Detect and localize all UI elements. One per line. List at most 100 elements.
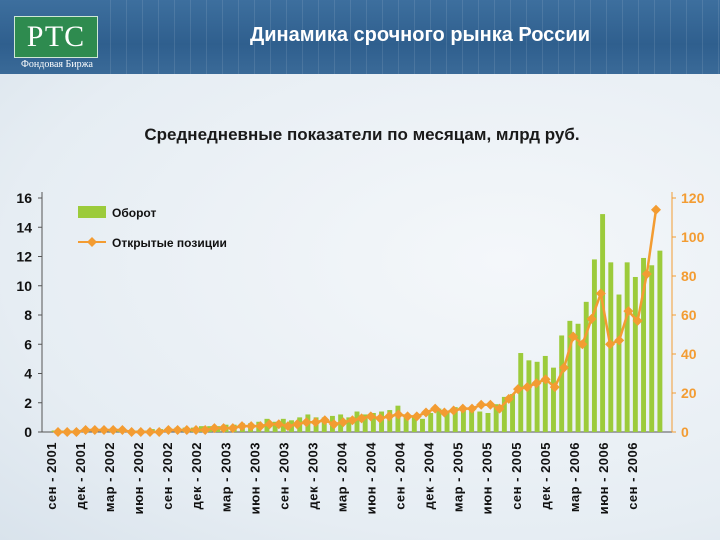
x-tick-label: дек - 2004 (422, 442, 437, 510)
header-decoration-stripe (702, 0, 703, 74)
point-open-positions (227, 423, 238, 434)
y-left-tick-label: 6 (24, 336, 32, 352)
bar-turnover (362, 414, 368, 432)
x-tick-label: сен - 2004 (393, 442, 408, 510)
header-decoration-stripe (686, 0, 687, 74)
point-open-positions (89, 425, 100, 436)
point-open-positions (577, 339, 588, 350)
point-open-positions (513, 384, 523, 395)
point-open-positions (457, 403, 468, 414)
y-left-tick-label: 4 (24, 366, 32, 382)
header-decoration-stripe (494, 0, 495, 74)
point-open-positions (467, 403, 477, 414)
x-tick-label: сен - 2003 (276, 442, 291, 510)
header-decoration-stripe (510, 0, 511, 74)
x-tick-label: июн - 2004 (364, 442, 379, 515)
header-decoration-stripe (334, 0, 335, 74)
header-decoration-stripe (462, 0, 463, 74)
header-decoration-stripe (398, 0, 399, 74)
y-left-tick-label: 2 (24, 395, 32, 411)
x-tick-label: июн - 2002 (131, 442, 146, 514)
y-left-tick-label: 16 (16, 190, 32, 206)
point-open-positions (402, 411, 413, 422)
chart: Среднедневные показатели по месяцам, млр… (16, 125, 704, 514)
line-layer (53, 204, 661, 437)
bar-turnover (551, 367, 556, 432)
chart-panel: Среднедневные показатели по месяцам, млр… (0, 74, 720, 540)
header-decoration-stripe (126, 0, 127, 74)
header-decoration-stripe (286, 0, 287, 74)
header-decoration-stripe (382, 0, 383, 74)
y-right-tick-label: 0 (681, 424, 689, 440)
bar-turnover (420, 418, 425, 432)
x-tick-label: мар - 2004 (334, 442, 349, 512)
bar-turnover (559, 335, 565, 432)
point-open-positions (310, 417, 321, 428)
bar-turnover (460, 408, 466, 432)
header-decoration-stripe (254, 0, 255, 74)
bar-turnover (411, 417, 417, 432)
header-decoration-stripe (142, 0, 143, 74)
point-open-positions (347, 415, 358, 426)
x-tick-label: сен - 2005 (509, 442, 524, 510)
x-tick-label: июн - 2006 (596, 442, 611, 514)
x-tick-label: сен - 2001 (44, 442, 59, 510)
point-open-positions (632, 315, 643, 326)
point-open-positions (145, 427, 155, 437)
point-open-positions (503, 393, 514, 404)
y-right-tick-label: 20 (681, 385, 697, 401)
bar-turnover (591, 259, 597, 432)
point-open-positions (641, 269, 652, 280)
point-open-positions (218, 423, 229, 434)
header-decoration-stripe (158, 0, 159, 74)
bar-turnover (600, 214, 606, 432)
point-open-positions (375, 413, 385, 424)
point-open-positions (292, 419, 303, 430)
header-decoration-stripe (654, 0, 655, 74)
bar-turnover (403, 414, 409, 432)
bar-turnover (649, 265, 655, 432)
point-open-positions (651, 204, 661, 215)
bar-turnover (444, 411, 450, 432)
x-tick-label: дек - 2005 (538, 442, 553, 509)
bar-turnover (346, 417, 352, 432)
point-open-positions (421, 407, 431, 418)
point-open-positions (172, 425, 183, 436)
header-decoration-stripe (270, 0, 271, 74)
x-tick-label: сен - 2002 (160, 442, 175, 510)
point-open-positions (191, 425, 201, 436)
header-decoration-stripe (606, 0, 607, 74)
bar-turnover (428, 412, 434, 432)
tick-labels-layer: 0 2 4 6 8 10 12 14 16 0 20 40 60 80 100 120 сен - 2001 де… (16, 190, 704, 514)
point-open-positions (595, 288, 606, 299)
header-decoration-stripe (206, 0, 207, 74)
point-open-positions (540, 374, 551, 385)
point-open-positions (439, 407, 450, 418)
point-open-positions (614, 335, 625, 346)
legend-label-open-positions: Открытые позиции (112, 236, 227, 250)
header-decoration-stripe (638, 0, 639, 74)
bar-turnover (526, 360, 532, 432)
y-left-tick-label: 8 (24, 307, 32, 323)
logo-subtitle: Фондовая Биржа (21, 59, 93, 70)
bar-turnover (485, 412, 491, 432)
bar-turnover (641, 257, 646, 432)
header-decoration-stripe (190, 0, 191, 74)
bar-turnover (493, 404, 499, 432)
header-decoration-stripe (318, 0, 319, 74)
bar-turnover (452, 407, 458, 432)
bar-turnover (477, 411, 483, 432)
point-open-positions (273, 419, 284, 430)
header-decoration-stripe (350, 0, 351, 74)
point-open-positions (605, 339, 615, 350)
y-right-tick-label: 120 (681, 190, 705, 206)
point-open-positions (62, 427, 73, 437)
point-open-positions (384, 411, 395, 422)
point-open-positions (80, 425, 91, 436)
y-right-tick-label: 40 (681, 346, 697, 362)
logo-text: РТС (26, 20, 86, 53)
point-open-positions (522, 382, 533, 393)
point-open-positions (531, 378, 542, 389)
header-decoration-stripe (670, 0, 671, 74)
header-decoration-stripe (590, 0, 591, 74)
